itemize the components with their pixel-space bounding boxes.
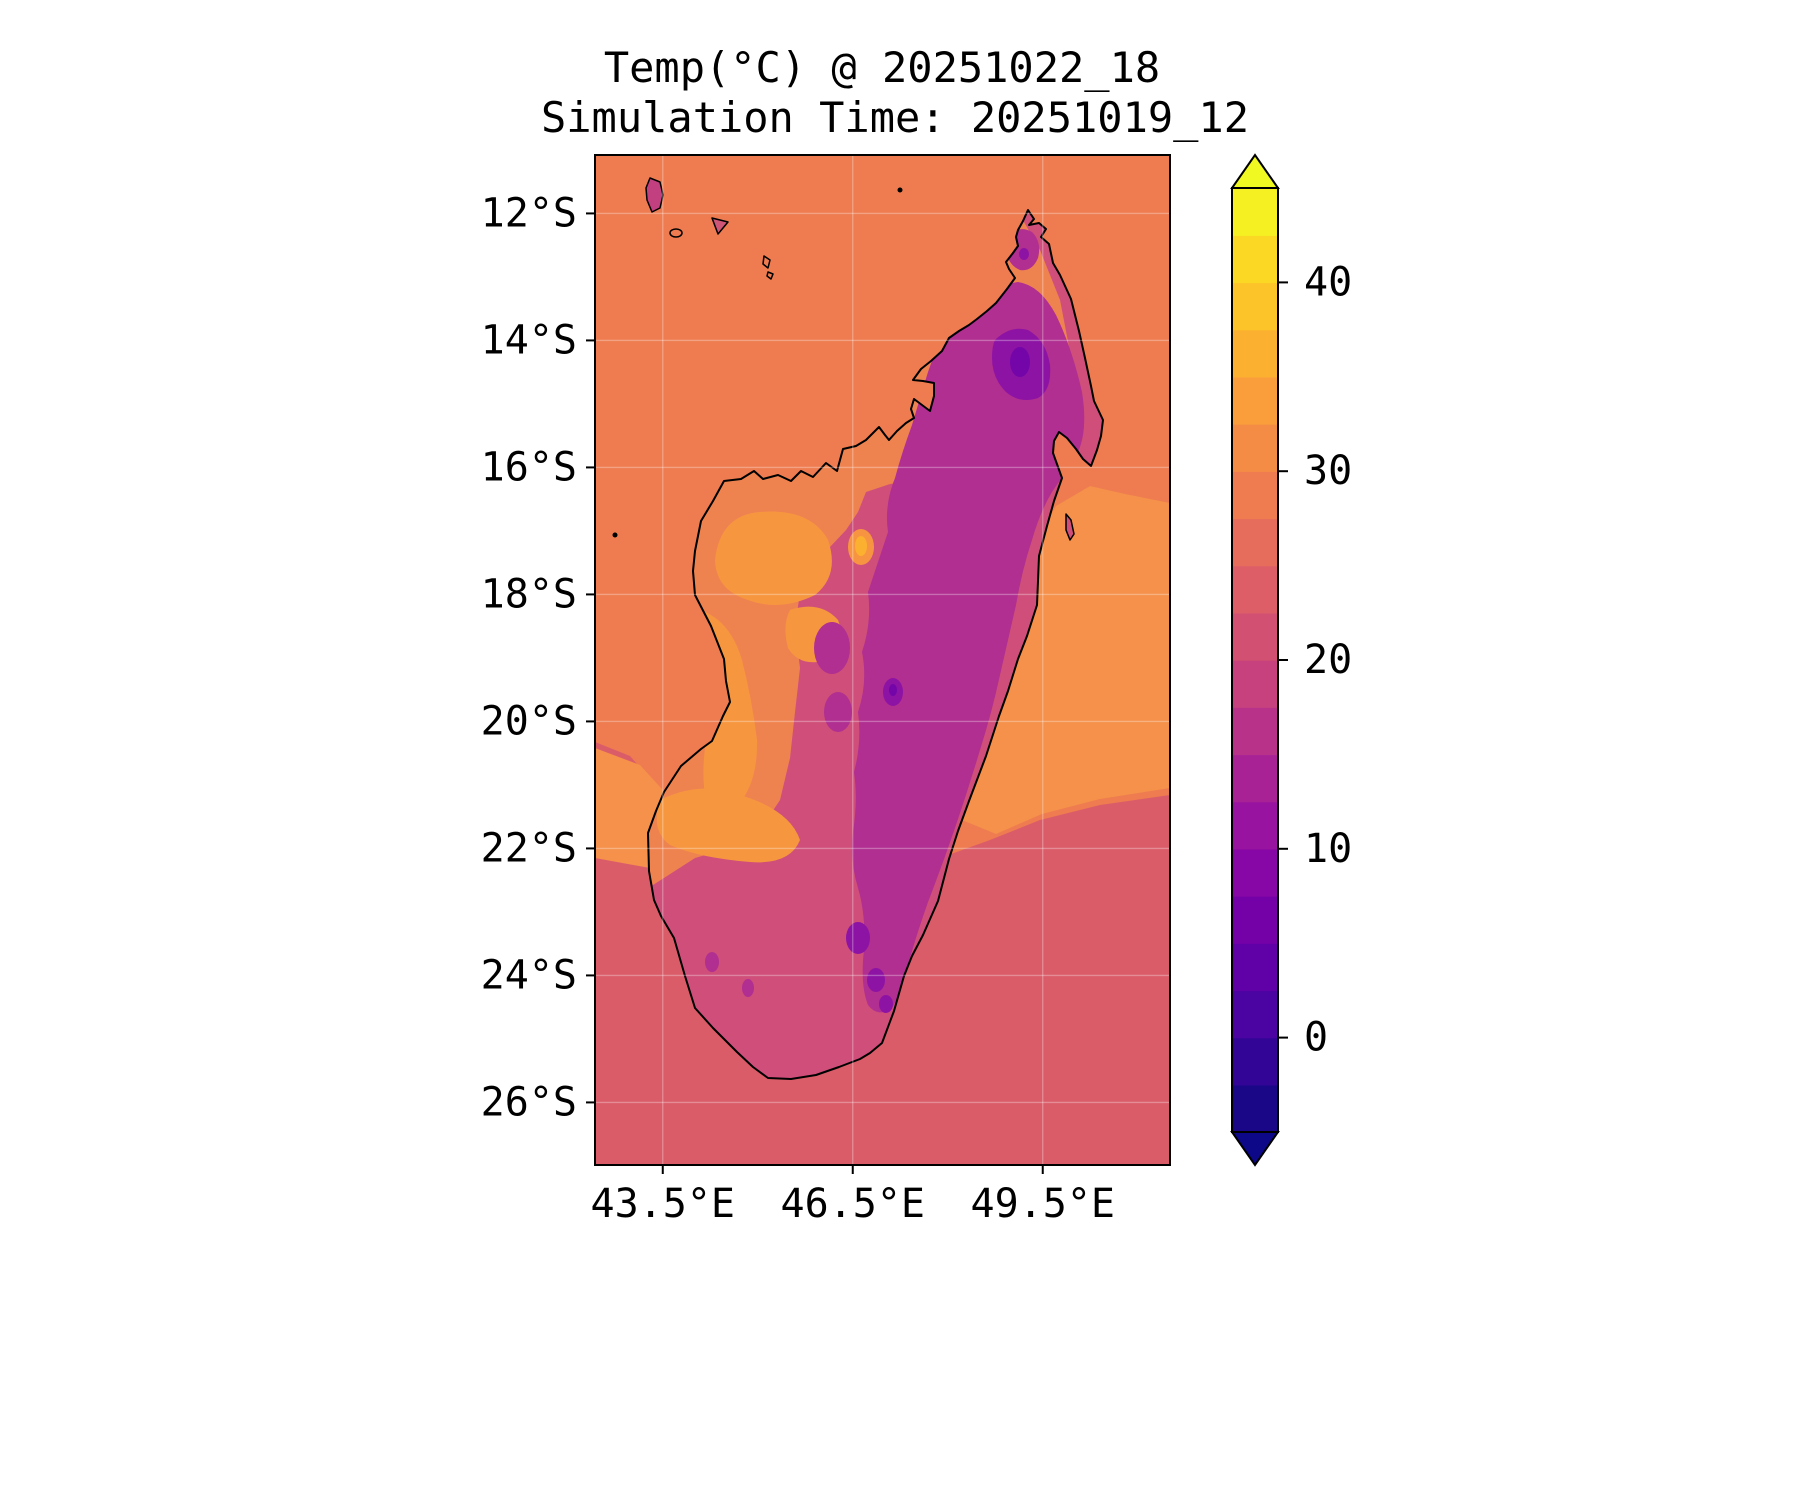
colorbar-band: [1232, 660, 1278, 708]
grande-comore-island: [645, 177, 664, 213]
colorbar-extend-over-triangle: [1230, 153, 1280, 189]
colorbar-ticks: 40 30 20 10 0: [1278, 259, 1352, 1061]
hot-spot-core: [855, 536, 867, 556]
colorbar-band: [1232, 754, 1278, 803]
ocean-warm-patch-east: [952, 486, 1170, 834]
colorbar-band: [1232, 235, 1278, 284]
cold-core-south: [846, 922, 870, 954]
colorbar-band: [1232, 518, 1278, 567]
colorbar-band: [1232, 943, 1278, 992]
colorbar-band: [1232, 424, 1278, 472]
cold-core-south: [879, 995, 893, 1013]
plot-subtitle: Simulation Time: 20251019_12: [541, 93, 1249, 142]
y-tick-label: 12°S: [481, 190, 577, 236]
colorbar-band: [1232, 565, 1278, 614]
y-tick-label: 16°S: [481, 444, 577, 490]
cold-core-north-tip: [1019, 248, 1029, 260]
colorbar-tick-label: 20: [1304, 637, 1352, 683]
colorbar-band: [1232, 801, 1278, 850]
mayotte-islet: [766, 271, 774, 280]
highlands-purple-outlier: [705, 952, 719, 972]
colorbar-tick-label: 40: [1304, 259, 1352, 305]
colorbar-band: [1232, 1037, 1278, 1086]
colorbar-band: [1232, 188, 1278, 236]
colorbar-band: [1232, 376, 1278, 425]
plot-frame: [594, 154, 1171, 1166]
y-tick-label: 24°S: [481, 952, 577, 998]
land-warm-patch-central-west: [715, 511, 832, 605]
coldest-spot-north: [1010, 347, 1030, 377]
anjouan-island: [711, 217, 729, 235]
highlands-purple-outlier: [814, 622, 850, 674]
sainte-marie-island: [1065, 513, 1075, 541]
colorbar-band: [1232, 329, 1278, 378]
x-tick-label: 46.5°E: [781, 1181, 926, 1227]
x-tick-label: 43.5°E: [591, 1181, 736, 1227]
x-tick-label: 49.5°E: [970, 1181, 1115, 1227]
colorbar-band: [1232, 612, 1278, 661]
colorbar-band: [1232, 1084, 1278, 1133]
highlands-purple-band: [852, 282, 1085, 1013]
y-axis: 12°S 14°S 16°S 18°S 20°S 22°S 24°S 26°S: [481, 190, 595, 1125]
colorbar-extend-under-triangle: [1230, 1131, 1280, 1167]
colorbar-band: [1232, 990, 1278, 1039]
colorbar-tick-label: 30: [1304, 448, 1352, 494]
coldest-spot-central: [889, 684, 897, 696]
colorbar-band: [1232, 282, 1278, 331]
colorbar-band: [1232, 848, 1278, 897]
juan-de-nova-island-dot: [612, 532, 618, 538]
y-tick-label: 20°S: [481, 698, 577, 744]
highlands-purple-outlier: [742, 979, 754, 997]
cold-core-south: [867, 968, 885, 992]
colorbar: [1232, 188, 1278, 1133]
plot-title: Temp(°C) @ 20251022_18: [604, 43, 1160, 92]
y-tick-label: 22°S: [481, 825, 577, 871]
gridlines: [595, 155, 1170, 1165]
mayotte-island: [762, 255, 771, 269]
highlands-purple-outlier: [824, 692, 852, 732]
colorbar-band: [1232, 471, 1278, 520]
y-tick-label: 26°S: [481, 1079, 577, 1125]
colorbar-band: [1232, 707, 1278, 756]
colorbar-band: [1232, 896, 1278, 944]
glorioso-island-dot: [897, 187, 903, 193]
moheli-island: [669, 228, 683, 238]
colorbar-tick-label: 0: [1304, 1015, 1328, 1061]
x-axis: 43.5°E 46.5°E 49.5°E: [591, 1165, 1115, 1227]
land-warm-patch-southwest: [656, 788, 800, 863]
y-tick-label: 18°S: [481, 571, 577, 617]
colorbar-tick-label: 10: [1304, 826, 1352, 872]
y-tick-label: 14°S: [481, 317, 577, 363]
